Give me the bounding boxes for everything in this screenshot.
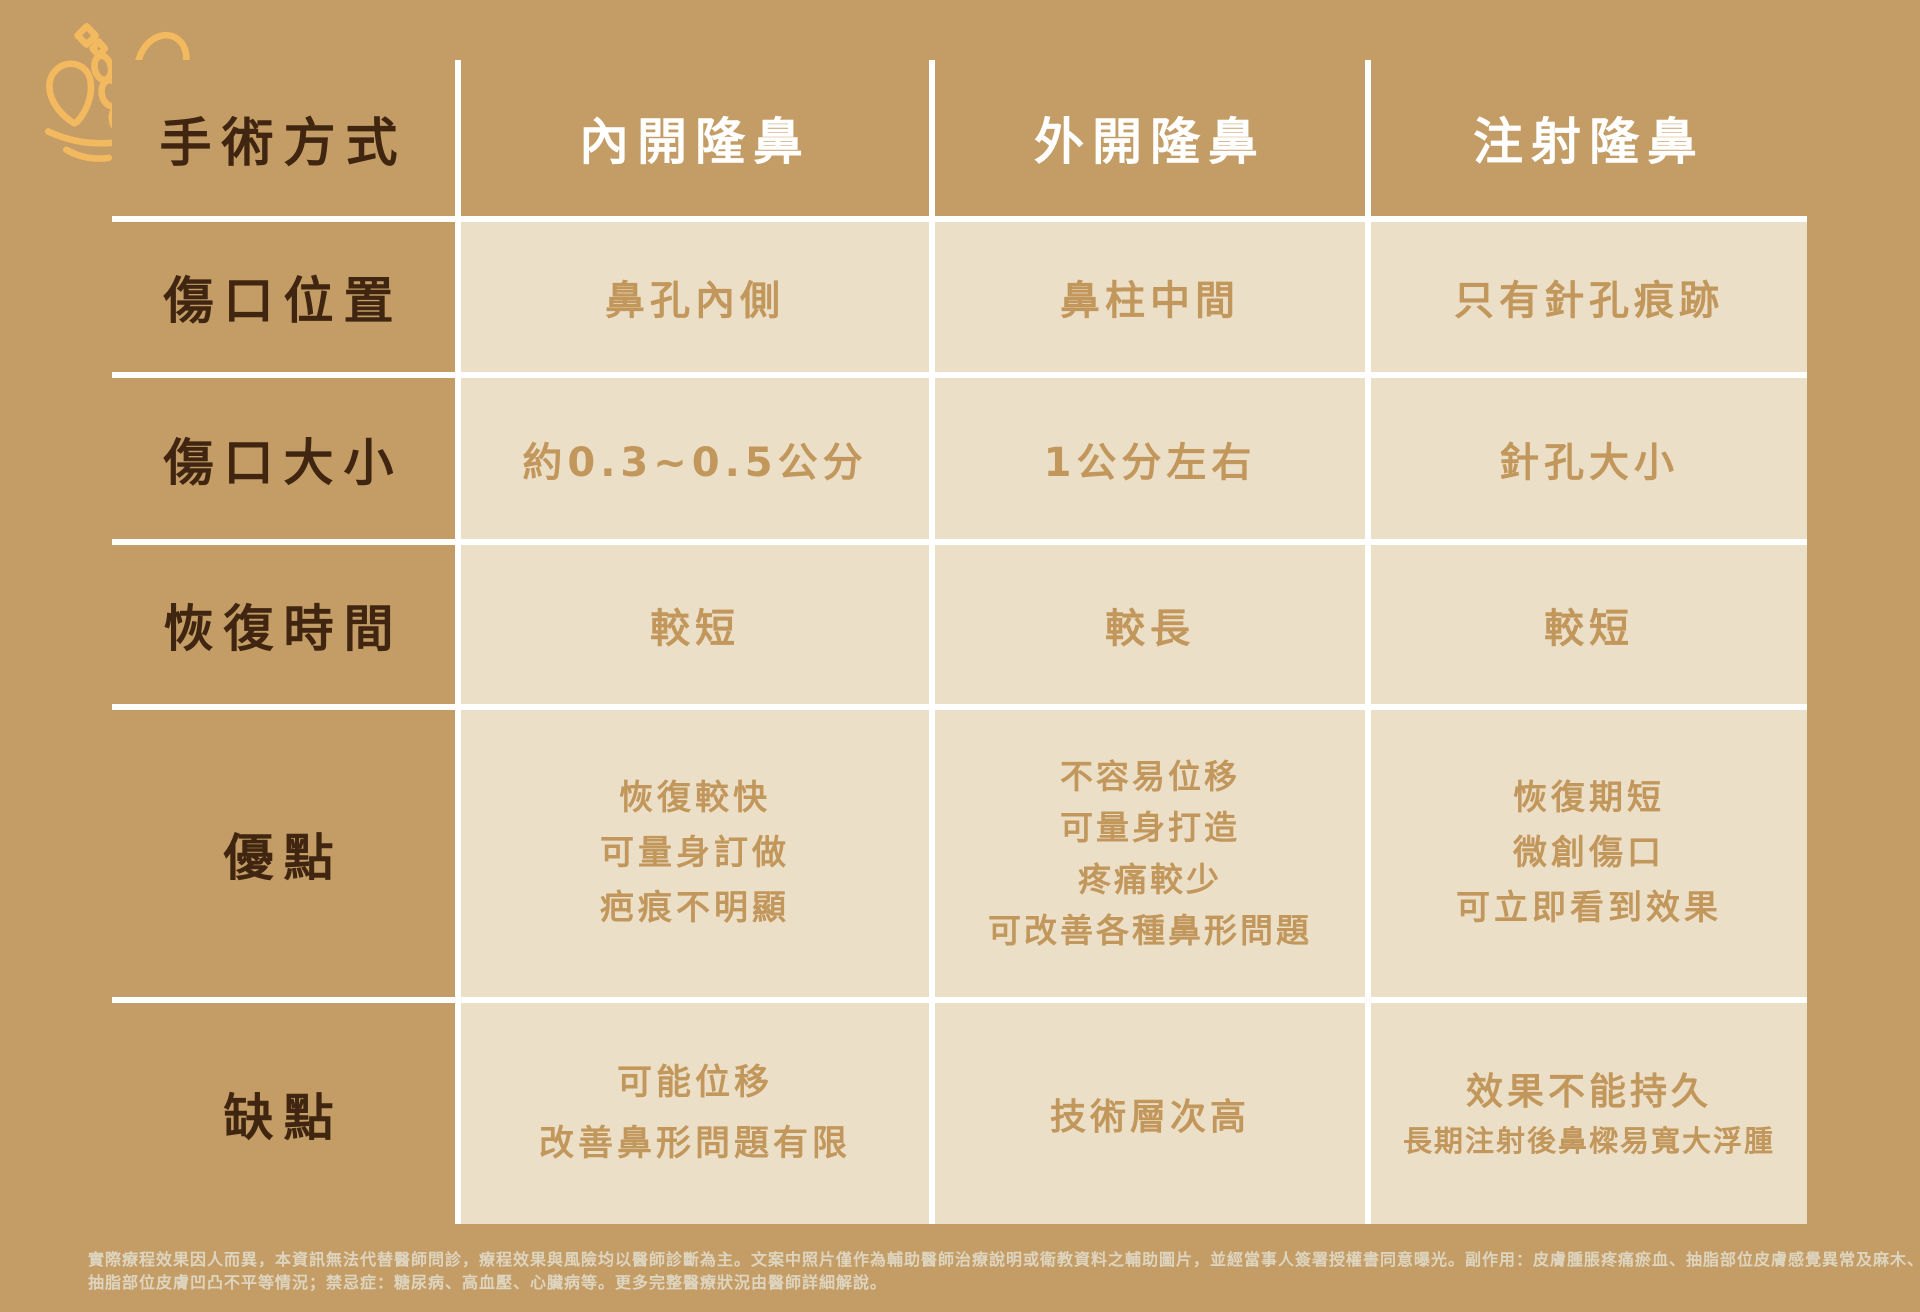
row-label-text: 恢復時間 [163, 599, 404, 658]
comparison-table: 手術方式 內開隆鼻 外開隆鼻 注射隆鼻 傷口位置 鼻孔內側 鼻柱中間 只有針孔痕… [112, 60, 1807, 1224]
row-label-wound-size: 傷口大小 [112, 378, 455, 539]
data-cell: 較短 [461, 545, 929, 704]
cell-line: 1公分左右 [1043, 439, 1257, 486]
column-header-label: 注射隆鼻 [1473, 113, 1705, 171]
cell-line: 較短 [1544, 605, 1634, 652]
disclaimer-line: 抽脂部位皮膚凹凸不平等情況；禁忌症：糖尿病、高血壓、心臟病等。更多完整醫療狀況由… [88, 1273, 888, 1293]
corner-header: 手術方式 [112, 60, 455, 216]
row-label-text: 傷口大小 [163, 433, 404, 492]
data-cell: 只有針孔痕跡 [1371, 222, 1807, 372]
row-label-advantages: 優點 [112, 710, 455, 997]
row-label-disadvantages: 缺點 [112, 1003, 455, 1224]
cell-line: 疼痛較少 [1078, 859, 1222, 899]
cell-line: 微創傷口 [1513, 832, 1665, 873]
column-header-waikai: 外開隆鼻 [935, 60, 1365, 216]
column-header-neikai: 內開隆鼻 [461, 60, 929, 216]
data-cell: 恢復較快 可量身訂做 疤痕不明顯 [461, 710, 929, 997]
cell-line: 改善鼻形問題有限 [538, 1123, 851, 1164]
row-label-recovery-time: 恢復時間 [112, 545, 455, 704]
column-header-label: 內開隆鼻 [579, 113, 811, 171]
cell-line: 只有針孔痕跡 [1454, 278, 1724, 324]
cell-line: 不容易位移 [1060, 757, 1240, 797]
cell-line: 可量身打造 [1060, 808, 1240, 848]
data-cell: 1公分左右 [935, 378, 1365, 539]
cell-line: 較長 [1105, 605, 1195, 652]
cell-line: 鼻孔內側 [605, 278, 785, 324]
data-cell: 技術層次高 [935, 1003, 1365, 1224]
row-label-wound-location: 傷口位置 [112, 222, 455, 372]
data-cell: 約0.3~0.5公分 [461, 378, 929, 539]
data-cell: 較長 [935, 545, 1365, 704]
cell-line: 約0.3~0.5公分 [522, 439, 868, 486]
disclaimer-line: 實際療程效果因人而異，本資訊無法代替醫師問診，療程效果與風險均以醫師診斷為主。文… [88, 1250, 1920, 1269]
row-label-text: 優點 [223, 828, 344, 887]
cell-line: 恢復期短 [1513, 777, 1665, 818]
cell-line: 長期注射後鼻樑易寬大浮腫 [1402, 1123, 1775, 1158]
cell-line: 鼻柱中間 [1060, 278, 1240, 324]
cell-line: 恢復較快 [619, 777, 771, 818]
cell-line: 可量身訂做 [600, 832, 790, 873]
row-label-text: 缺點 [223, 1088, 344, 1147]
corner-header-label: 手術方式 [159, 113, 408, 174]
data-cell: 不容易位移 可量身打造 疼痛較少 可改善各種鼻形問題 [935, 710, 1365, 997]
cell-line: 技術層次高 [1049, 1096, 1250, 1138]
cell-line: 效果不能持久 [1466, 1070, 1712, 1113]
cell-line: 可立即看到效果 [1456, 888, 1722, 929]
data-cell: 恢復期短 微創傷口 可立即看到效果 [1371, 710, 1807, 997]
data-cell: 鼻柱中間 [935, 222, 1365, 372]
data-cell: 效果不能持久 長期注射後鼻樑易寬大浮腫 [1371, 1003, 1807, 1224]
data-cell: 針孔大小 [1371, 378, 1807, 539]
cell-line: 可能位移 [616, 1063, 773, 1104]
cell-line: 針孔大小 [1499, 439, 1679, 486]
column-header-zhushe: 注射隆鼻 [1371, 60, 1807, 216]
disclaimer: 實際療程效果因人而異，本資訊無法代替醫師問診，療程效果與風險均以醫師診斷為主。文… [88, 1248, 1920, 1294]
data-cell: 可能位移 改善鼻形問題有限 [461, 1003, 929, 1224]
cell-line: 可改善各種鼻形問題 [988, 910, 1312, 950]
data-cell: 鼻孔內側 [461, 222, 929, 372]
column-header-label: 外開隆鼻 [1034, 113, 1266, 171]
cell-line: 較短 [650, 605, 740, 652]
cell-line: 疤痕不明顯 [600, 888, 790, 929]
row-label-text: 傷口位置 [163, 272, 404, 330]
data-cell: 較短 [1371, 545, 1807, 704]
